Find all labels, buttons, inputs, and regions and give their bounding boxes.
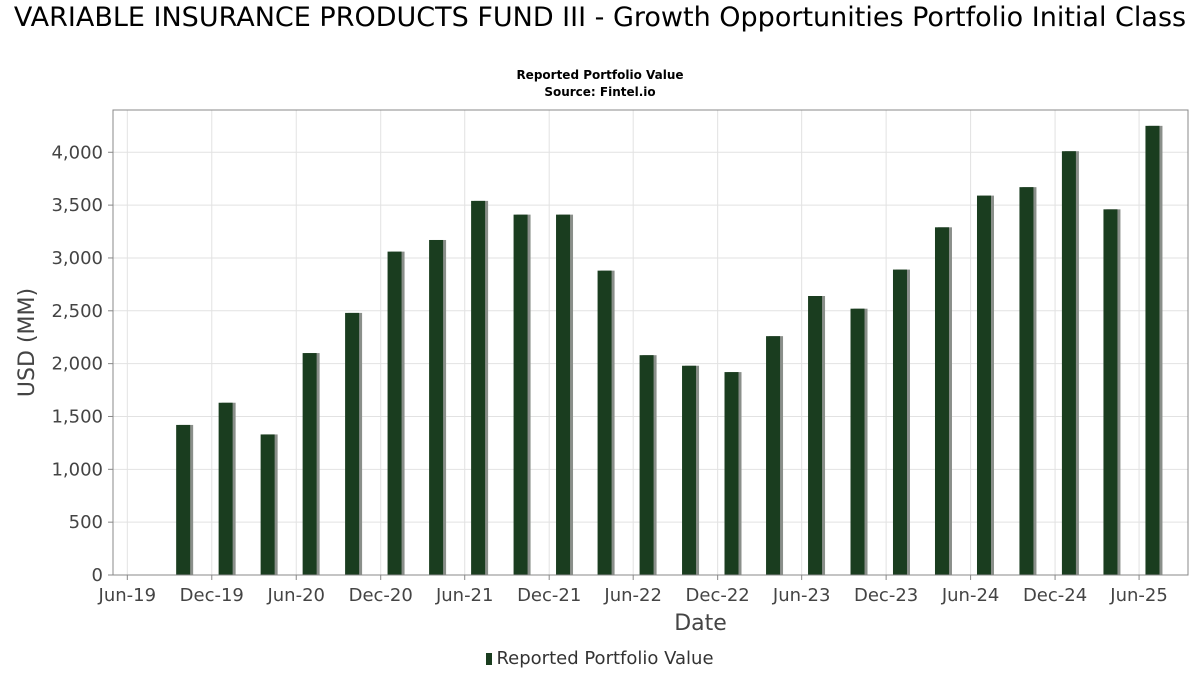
bar	[1061, 151, 1076, 575]
x-tick-label: Jun-19	[98, 585, 157, 606]
y-tick-label: 3,500	[51, 195, 103, 216]
bar	[808, 296, 823, 575]
bar	[1103, 209, 1118, 575]
y-tick-label: 2,500	[51, 301, 103, 322]
plot-frame	[112, 109, 1189, 576]
bar	[850, 308, 865, 575]
y-axis-title: USD (MM)	[15, 288, 40, 397]
bar	[513, 214, 528, 575]
grid-layer	[113, 110, 1188, 576]
y-tick-label: 2,000	[51, 354, 103, 375]
x-tick-label: Jun-21	[435, 585, 494, 606]
x-tick-label: Dec-24	[1023, 585, 1087, 606]
bar	[302, 353, 317, 575]
x-tick-label: Dec-23	[854, 585, 918, 606]
bar	[218, 402, 233, 575]
legend: Reported Portfolio Value	[0, 648, 1200, 669]
x-tick-label: Dec-22	[686, 585, 750, 606]
bar	[724, 372, 739, 575]
y-tick-label: 500	[69, 512, 103, 533]
bar	[429, 239, 444, 575]
chart-source: Source: Fintel.io	[544, 85, 656, 99]
bar	[556, 214, 571, 575]
x-tick-label: Dec-21	[517, 585, 581, 606]
bar	[639, 355, 654, 575]
bar	[597, 270, 612, 575]
bar	[471, 200, 486, 576]
x-tick-label: Jun-20	[266, 585, 325, 606]
x-axis-title: Date	[674, 611, 727, 636]
x-tick-label: Jun-23	[772, 585, 831, 606]
legend-label: Reported Portfolio Value	[496, 648, 714, 669]
bar	[1145, 125, 1160, 576]
x-tick-label: Jun-24	[941, 585, 1000, 606]
bar	[345, 312, 360, 575]
chart-subtitle: Reported Portfolio Value	[516, 68, 684, 82]
x-tick-label: Dec-20	[349, 585, 413, 606]
y-tick-label: 0	[92, 565, 103, 586]
bar	[934, 227, 949, 575]
bar	[682, 365, 697, 575]
legend-swatch	[486, 653, 493, 665]
chart-title: VARIABLE INSURANCE PRODUCTS FUND III - G…	[13, 2, 1187, 33]
y-tick-label: 1,000	[51, 459, 103, 480]
bar	[766, 336, 781, 575]
bar	[176, 424, 191, 575]
bar-layer	[176, 125, 1163, 576]
bar	[1019, 187, 1034, 576]
y-tick-label: 4,000	[51, 142, 103, 163]
bar	[387, 251, 402, 575]
bar	[260, 434, 275, 575]
bar	[892, 269, 907, 575]
x-tick-label: Jun-25	[1109, 585, 1168, 606]
x-tick-label: Jun-22	[603, 585, 662, 606]
x-tick-label: Dec-19	[180, 585, 244, 606]
y-tick-label: 1,500	[51, 406, 103, 427]
y-tick-label: 3,000	[51, 248, 103, 269]
bar	[976, 195, 991, 575]
axis-layer: 0 500 1,000 1,500 2,000 2,500 3,000 3,500 4,000 J…	[15, 109, 1189, 636]
